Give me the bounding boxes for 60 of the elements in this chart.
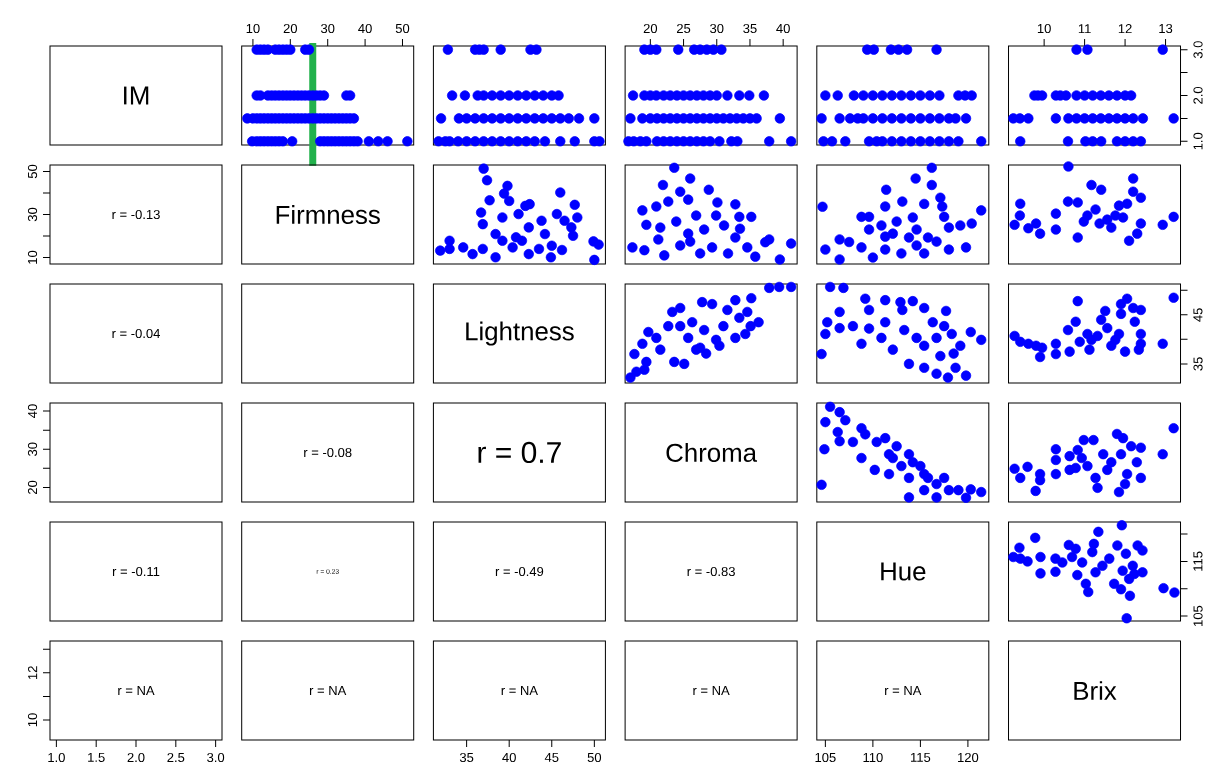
text: r = -0.08 <box>304 447 352 458</box>
annotation: r = NA <box>118 686 155 695</box>
x-tick-label: 45 <box>544 752 559 762</box>
text: r = -0.04 <box>112 328 160 339</box>
y-tick-label: 35 <box>1193 357 1203 371</box>
text: r = 0.7 <box>478 441 561 464</box>
text: r = -0.83 <box>687 566 735 577</box>
annotation: r = NA <box>885 686 922 695</box>
x-tick-label: 105 <box>815 752 836 763</box>
y-tick-label: 30 <box>27 207 38 222</box>
y-tick-label: 3.0 <box>1193 41 1203 59</box>
text: Hue <box>881 562 926 581</box>
text: r = -0.49 <box>495 566 544 577</box>
x-tick-label: 115 <box>911 752 931 762</box>
text: Brix <box>1074 681 1117 700</box>
y-tick-label: 20 <box>27 480 38 495</box>
x-tick-label: 50 <box>395 23 410 34</box>
y-tick-label: 10 <box>27 713 38 727</box>
y-tick-label: 45 <box>1193 308 1203 322</box>
x-tick-label: 10 <box>246 23 260 34</box>
annotation: r = NA <box>501 686 538 695</box>
x-tick-label: 40 <box>776 23 790 34</box>
x-tick-label: 13 <box>1159 23 1173 34</box>
y-tick-label: 12 <box>28 666 38 680</box>
x-tick-label: 30 <box>320 23 335 34</box>
x-tick-label: 1.5 <box>88 752 105 762</box>
x-tick-label: 10 <box>1037 23 1051 34</box>
x-tick-label: 40 <box>358 23 372 34</box>
x-tick-label: 35 <box>743 23 757 34</box>
text: r = -0.11 <box>112 566 160 577</box>
x-tick-label: 25 <box>676 23 691 34</box>
text: Chroma <box>666 443 758 462</box>
x-tick-label: 12 <box>1118 24 1132 34</box>
x-tick-label: 1.0 <box>48 752 65 763</box>
x-tick-label: 30 <box>710 23 724 34</box>
text: Lightness <box>466 321 574 346</box>
x-tick-label: 50 <box>587 752 602 763</box>
y-tick-label: 30 <box>27 442 38 456</box>
y-tick-label: 10 <box>27 250 38 264</box>
x-tick-label: 2.5 <box>167 752 185 763</box>
y-tick-label: 115 <box>1193 551 1203 571</box>
x-tick-label: 20 <box>283 23 298 34</box>
y-tick-label: 2.0 <box>1193 86 1203 104</box>
text: Firmness <box>276 205 380 224</box>
x-tick-label: 40 <box>502 752 516 763</box>
x-tick-label: 2.0 <box>127 752 145 763</box>
text: r = NA <box>693 686 730 695</box>
text: IM <box>124 86 149 105</box>
x-tick-label: 11 <box>1078 24 1091 34</box>
x-tick-label: 110 <box>863 752 883 763</box>
annotation: r = -0.13 <box>112 209 160 220</box>
y-tick-label: 1.0 <box>1193 132 1203 150</box>
x-tick-label: 120 <box>958 752 979 763</box>
y-tick-label: 50 <box>27 164 38 179</box>
text: r = NA <box>309 686 347 695</box>
y-tick-label: 40 <box>27 404 38 418</box>
y-tick-label: 105 <box>1193 605 1203 626</box>
x-tick-label: 35 <box>459 752 474 763</box>
x-tick-label: 20 <box>643 23 658 34</box>
x-tick-label: 3.0 <box>207 752 225 763</box>
